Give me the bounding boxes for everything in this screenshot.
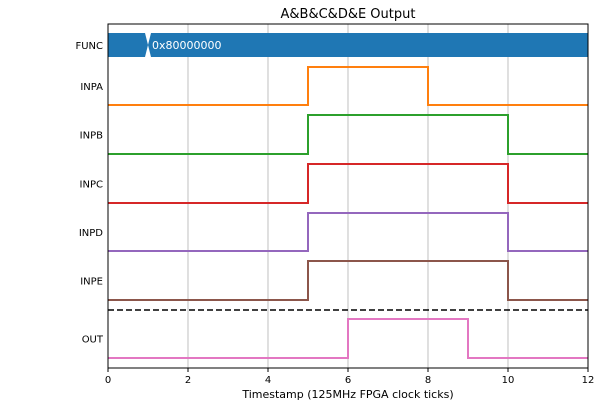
x-axis-ticks: 0 2 4 6 8 10 12 [105,368,595,386]
func-bus-segment [148,33,588,57]
signal-labels: INPA INPB INPC INPD INPE OUT FUNC [75,41,103,346]
signal-label-out: OUT [82,335,104,346]
func-bus-value: 0x80000000 [152,39,222,52]
trace-inpd [108,212,588,252]
x-tick-label: 6 [345,375,351,386]
trace-inpa [108,66,588,106]
x-tick-label: 0 [105,375,111,386]
x-tick-label: 10 [502,375,515,386]
signal-label-inpd: INPD [79,228,103,239]
signal-traces [108,66,588,359]
signal-label-inpc: INPC [80,180,103,191]
trace-out [108,318,588,359]
x-tick-label: 4 [265,375,271,386]
signal-label-inpb: INPB [80,131,103,142]
signal-label-inpa: INPA [80,82,103,93]
chart-title: A&B&C&D&E Output [281,7,416,22]
x-tick-label: 12 [582,375,595,386]
func-bus-segment [108,33,148,57]
trace-inpc [108,163,588,204]
trace-inpb [108,114,588,155]
x-axis-label: Timestamp (125MHz FPGA clock ticks) [241,388,453,401]
signal-label-inpe: INPE [80,277,103,288]
trace-inpe [108,260,588,301]
x-tick-label: 8 [425,375,431,386]
signal-label-func: FUNC [75,41,103,52]
func-bus-track: 0x80000000 [108,33,588,57]
x-tick-label: 2 [185,375,191,386]
